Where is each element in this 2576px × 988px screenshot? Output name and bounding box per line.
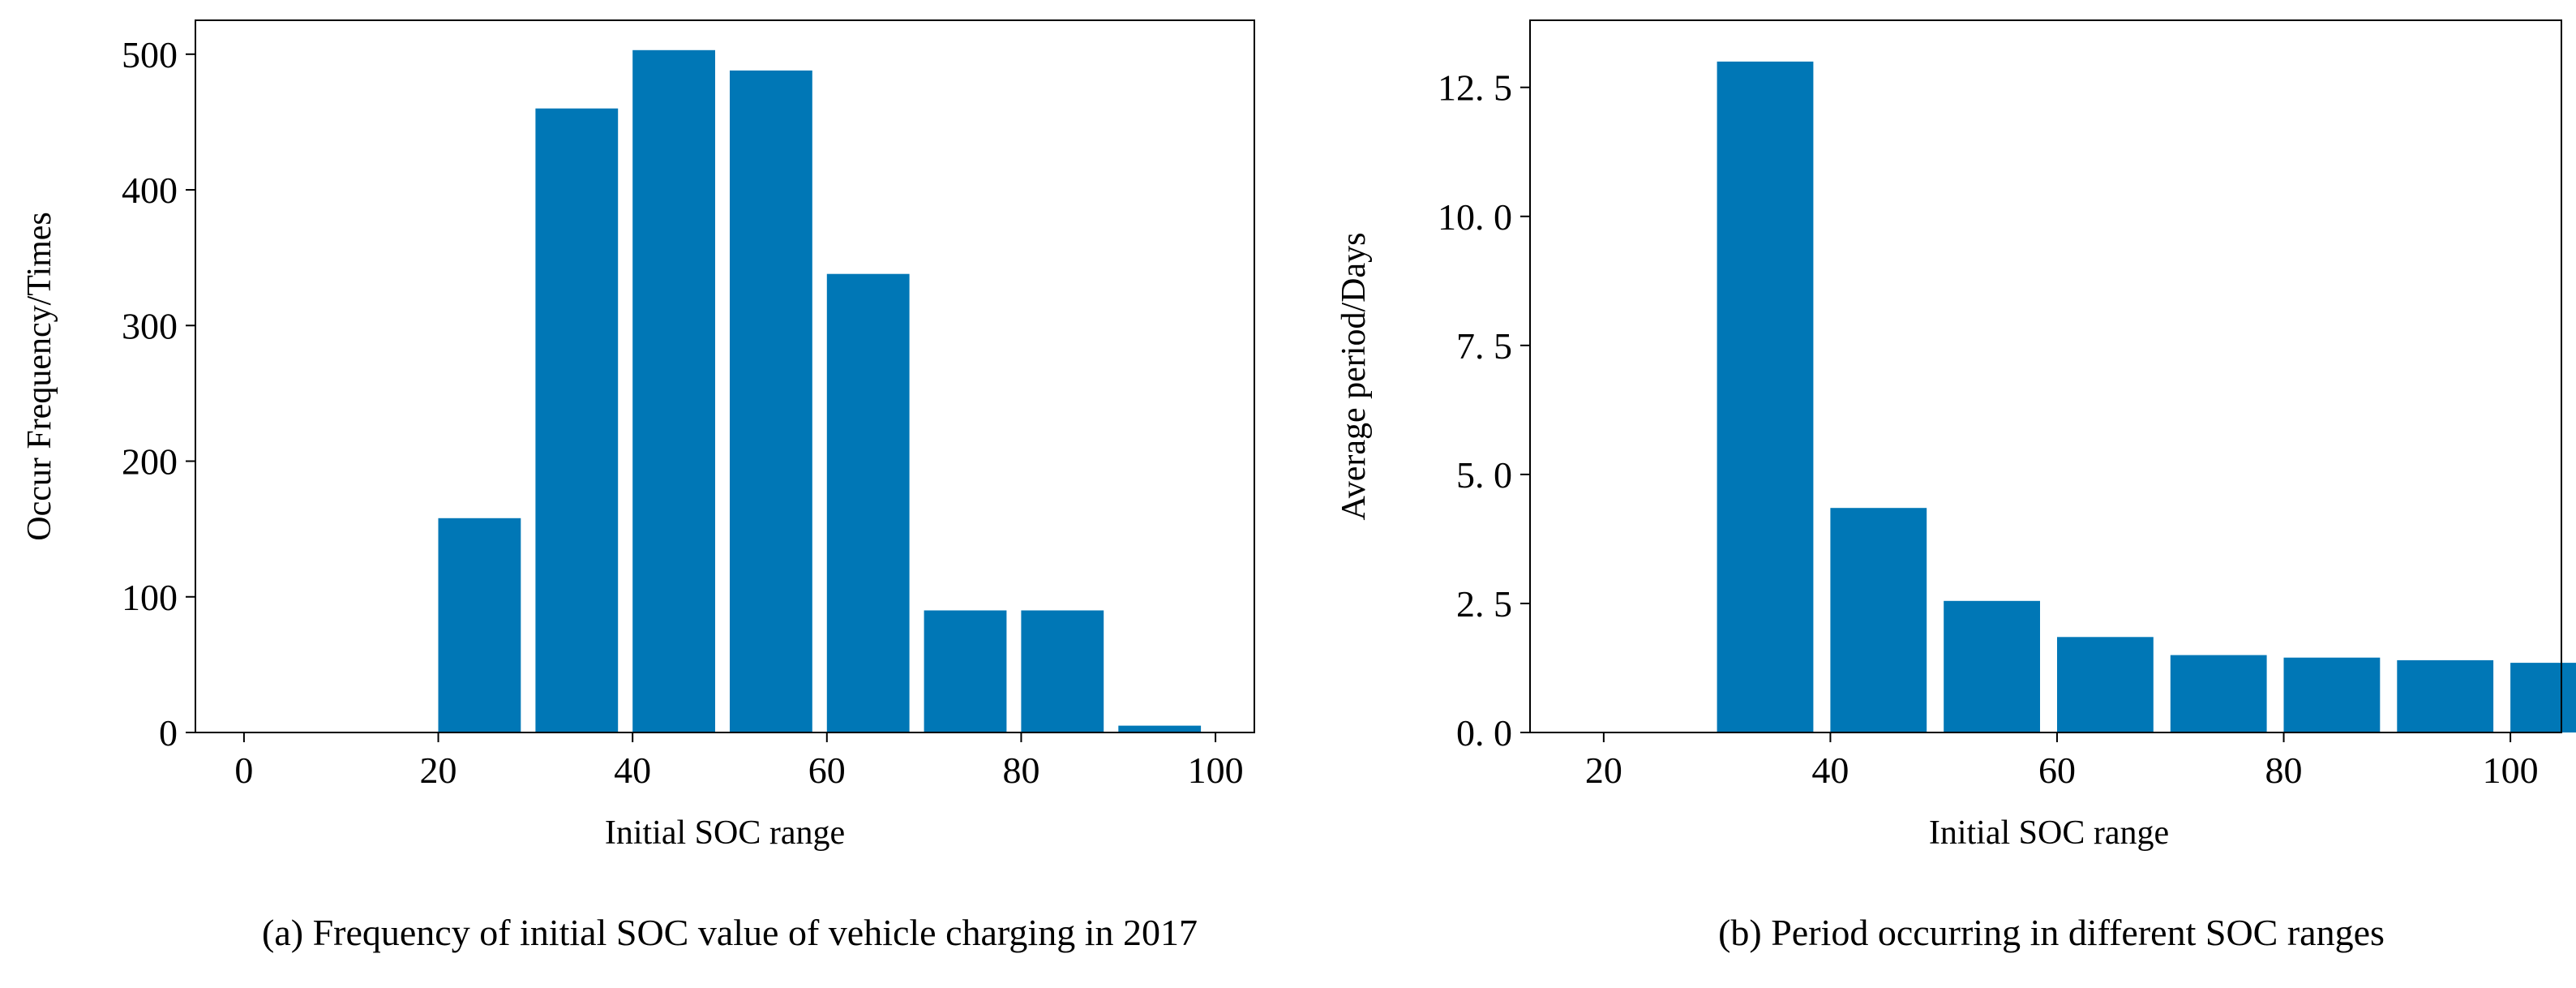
bar-b-70 [2170,655,2267,732]
x-tick-label-b-40: 40 [1811,750,1849,791]
bar-a-20 [438,518,521,732]
y-tick-label-a-0: 0 [159,712,178,754]
x-axis-label-b: Initial SOC range [1929,814,2169,852]
bar-a-80 [1021,610,1104,732]
bar-a-60 [826,273,910,732]
plot-frame-a [195,19,1255,733]
x-tick-label-a-0: 0 [234,750,253,791]
y-axis-label-a: Occur Frequency/Times [21,212,58,541]
y-tick-label-b-0: 0. 0 [1456,712,1512,754]
y-tick-label-b-1: 2. 5 [1456,583,1512,625]
bars-panel-a [438,49,1202,733]
bar-a-70 [924,610,1007,732]
y-ticks-panel-a: 0 100 200 300 400 500 [122,34,195,754]
y-tick-label-a-3: 300 [122,305,178,346]
bar-a-50 [730,70,812,732]
x-tick-label-b-100: 100 [2483,750,2539,791]
y-axis-label-b: Average period/Days [1335,233,1373,521]
y-tick-label-a-4: 400 [122,170,178,211]
x-tick-label-a-60: 60 [808,750,846,791]
x-tick-label-b-60: 60 [2038,750,2076,791]
bar-b-90 [2397,659,2494,732]
y-tick-label-b-4: 10. 0 [1438,196,1512,238]
y-tick-label-a-1: 100 [122,577,178,618]
y-ticks-panel-b: 0. 0 2. 5 5. 0 7. 5 10. 0 12. 5 [1438,67,1530,754]
bar-b-50 [1944,600,2040,732]
x-tick-label-a-100: 100 [1188,750,1244,791]
caption-b: (b) Period occurring in different SOC ra… [1718,912,2385,953]
x-tick-label-a-40: 40 [614,750,651,791]
x-ticks-panel-a: 0 20 40 60 80 100 [234,732,1244,791]
x-ticks-panel-b: 20 40 60 80 100 [1585,732,2539,791]
x-tick-label-a-20: 20 [420,750,457,791]
bar-b-80 [2283,657,2381,732]
x-tick-label-b-20: 20 [1585,750,1622,791]
chart-panel-b: 20 40 60 80 100 0. 0 2. 5 5. 0 7. 5 10. 0 12. 5 I… [1335,19,2576,953]
y-tick-label-a-2: 200 [122,441,178,483]
bar-b-30 [1717,61,1814,732]
caption-a: (a) Frequency of initial SOC value of ve… [262,912,1198,953]
bar-a-90 [1118,725,1202,732]
bars-panel-b [1717,61,2576,732]
plot-frame-b [1529,19,2562,733]
x-tick-label-a-80: 80 [1002,750,1039,791]
bar-a-40 [632,49,715,733]
y-tick-label-b-2: 5. 0 [1456,454,1512,496]
x-axis-label-a: Initial SOC range [605,814,845,852]
bar-b-60 [2057,637,2154,732]
x-tick-label-b-80: 80 [2265,750,2303,791]
bar-b-40 [1830,508,1927,732]
y-tick-label-b-3: 7. 5 [1456,325,1512,367]
y-tick-label-a-5: 500 [122,34,178,75]
chart-panel-a: 0 20 40 60 80 100 0 100 200 300 400 500 Initial SO… [21,19,1255,953]
y-tick-label-b-5: 12. 5 [1438,67,1512,109]
bar-b-100 [2510,663,2576,732]
bar-a-30 [535,108,619,732]
